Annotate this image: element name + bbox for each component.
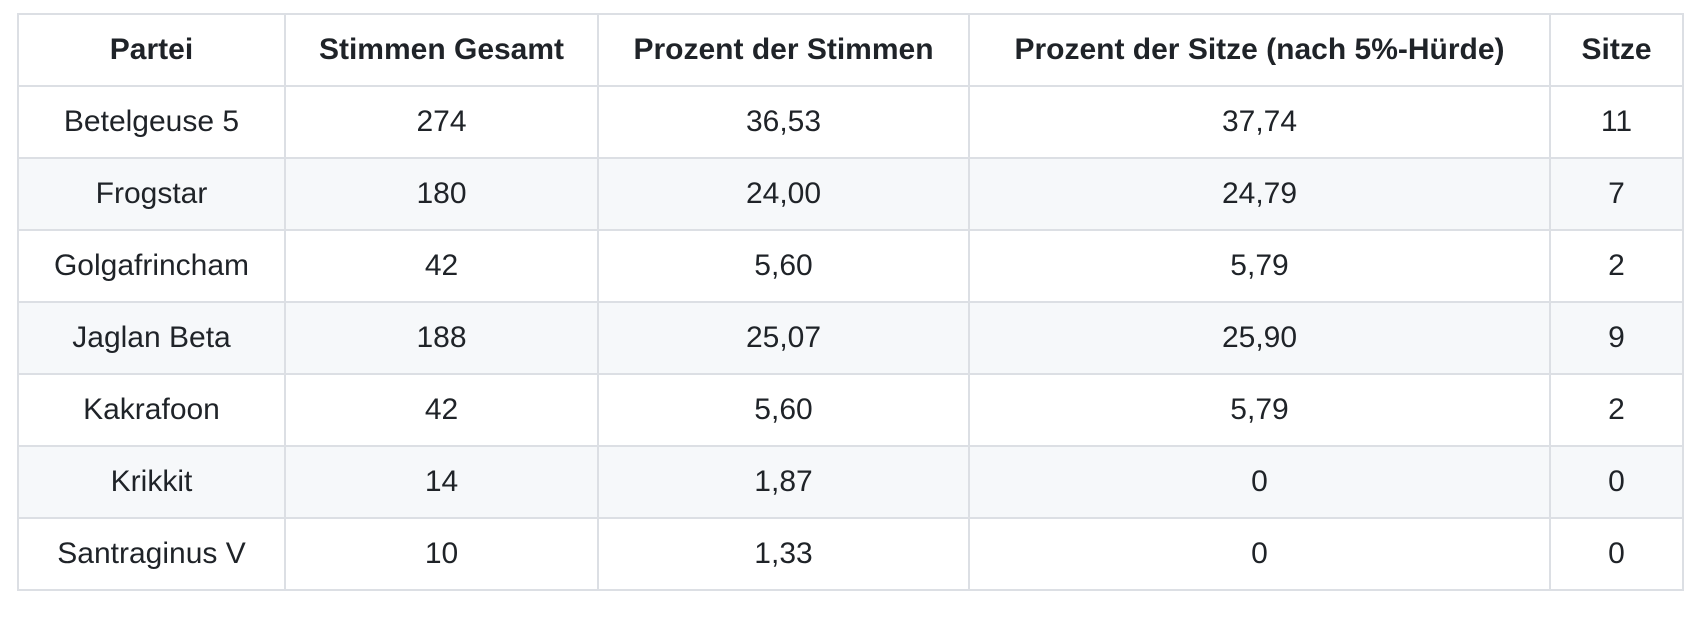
table-cell: 7 (1549, 157, 1684, 231)
table-cell: 10 (284, 517, 599, 591)
table-cell: 24,00 (597, 157, 970, 231)
table-cell: 11 (1549, 85, 1684, 159)
table-cell: 42 (284, 229, 599, 303)
table-cell: 9 (1549, 301, 1684, 375)
table-row: Jaglan Beta 188 25,07 25,90 9 (17, 301, 1684, 375)
table-row: Golgafrincham 42 5,60 5,79 2 (17, 229, 1684, 303)
table-cell: 14 (284, 445, 599, 519)
table-cell: Santraginus V (17, 517, 286, 591)
table-cell: 5,60 (597, 229, 970, 303)
table-cell: 25,90 (968, 301, 1551, 375)
table-cell: 0 (968, 517, 1551, 591)
table-row: Krikkit 14 1,87 0 0 (17, 445, 1684, 519)
table-cell: 2 (1549, 373, 1684, 447)
column-header-partei: Partei (17, 13, 286, 87)
table-cell: Frogstar (17, 157, 286, 231)
table-cell: 188 (284, 301, 599, 375)
table-cell: 274 (284, 85, 599, 159)
table-cell: 24,79 (968, 157, 1551, 231)
table-cell: 25,07 (597, 301, 970, 375)
table-cell: 42 (284, 373, 599, 447)
table-row: Betelgeuse 5 274 36,53 37,74 11 (17, 85, 1684, 159)
table-cell: Betelgeuse 5 (17, 85, 286, 159)
column-header-sitze: Sitze (1549, 13, 1684, 87)
table-cell: 5,79 (968, 373, 1551, 447)
table-body: Betelgeuse 5 274 36,53 37,74 11 Frogstar 180 24… (17, 85, 1684, 591)
column-header-prozent-der-sitze: Prozent der Sitze (nach 5%-Hürde) (968, 13, 1551, 87)
table-row: Santraginus V 10 1,33 0 0 (17, 517, 1684, 591)
column-header-prozent-der-stimmen: Prozent der Stimmen (597, 13, 970, 87)
table-cell: 36,53 (597, 85, 970, 159)
table-cell: Kakrafoon (17, 373, 286, 447)
table-cell: 37,74 (968, 85, 1551, 159)
table-cell: 0 (968, 445, 1551, 519)
election-results-table-container: Partei Stimmen Gesamt Prozent der Stimme… (17, 13, 1684, 591)
table-cell: 5,79 (968, 229, 1551, 303)
table-row: Kakrafoon 42 5,60 5,79 2 (17, 373, 1684, 447)
table-row: Frogstar 180 24,00 24,79 7 (17, 157, 1684, 231)
table-cell: Jaglan Beta (17, 301, 286, 375)
table-cell: 5,60 (597, 373, 970, 447)
table-cell: 1,33 (597, 517, 970, 591)
table-cell: 0 (1549, 445, 1684, 519)
table-cell: 1,87 (597, 445, 970, 519)
table-cell: 2 (1549, 229, 1684, 303)
column-header-stimmen-gesamt: Stimmen Gesamt (284, 13, 599, 87)
election-results-table: Partei Stimmen Gesamt Prozent der Stimme… (17, 13, 1684, 591)
table-cell: 180 (284, 157, 599, 231)
table-cell: Golgafrincham (17, 229, 286, 303)
table-cell: 0 (1549, 517, 1684, 591)
table-header: Partei Stimmen Gesamt Prozent der Stimme… (17, 13, 1684, 87)
table-header-row: Partei Stimmen Gesamt Prozent der Stimme… (17, 13, 1684, 87)
table-cell: Krikkit (17, 445, 286, 519)
